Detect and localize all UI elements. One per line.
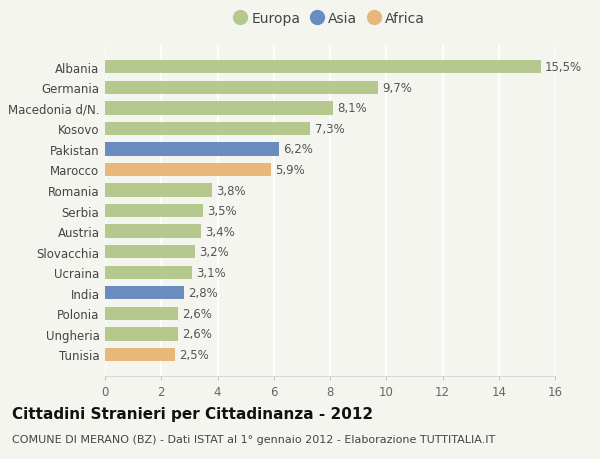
Bar bbox=[105, 348, 175, 361]
Text: 7,3%: 7,3% bbox=[314, 123, 344, 135]
Bar bbox=[105, 184, 212, 197]
Bar bbox=[105, 102, 333, 115]
Text: 9,7%: 9,7% bbox=[382, 82, 412, 95]
Text: 15,5%: 15,5% bbox=[545, 61, 582, 74]
Bar bbox=[105, 81, 378, 95]
Bar bbox=[105, 143, 280, 156]
Bar bbox=[105, 266, 192, 280]
Text: COMUNE DI MERANO (BZ) - Dati ISTAT al 1° gennaio 2012 - Elaborazione TUTTITALIA.: COMUNE DI MERANO (BZ) - Dati ISTAT al 1°… bbox=[12, 434, 495, 444]
Bar bbox=[105, 163, 271, 177]
Text: Cittadini Stranieri per Cittadinanza - 2012: Cittadini Stranieri per Cittadinanza - 2… bbox=[12, 406, 373, 421]
Text: 2,5%: 2,5% bbox=[179, 348, 209, 361]
Bar bbox=[105, 307, 178, 320]
Text: 5,9%: 5,9% bbox=[275, 164, 305, 177]
Text: 8,1%: 8,1% bbox=[337, 102, 367, 115]
Bar bbox=[105, 286, 184, 300]
Bar bbox=[105, 246, 195, 259]
Text: 2,8%: 2,8% bbox=[188, 287, 218, 300]
Bar bbox=[105, 204, 203, 218]
Text: 6,2%: 6,2% bbox=[284, 143, 313, 156]
Text: 3,4%: 3,4% bbox=[205, 225, 235, 238]
Bar bbox=[105, 225, 200, 238]
Text: 2,6%: 2,6% bbox=[182, 307, 212, 320]
Text: 3,5%: 3,5% bbox=[208, 205, 237, 218]
Text: 3,2%: 3,2% bbox=[199, 246, 229, 258]
Bar bbox=[105, 328, 178, 341]
Legend: Europa, Asia, Africa: Europa, Asia, Africa bbox=[229, 6, 431, 32]
Text: 3,1%: 3,1% bbox=[196, 266, 226, 279]
Bar bbox=[105, 123, 310, 136]
Bar bbox=[105, 61, 541, 74]
Text: 2,6%: 2,6% bbox=[182, 328, 212, 341]
Text: 3,8%: 3,8% bbox=[216, 184, 246, 197]
